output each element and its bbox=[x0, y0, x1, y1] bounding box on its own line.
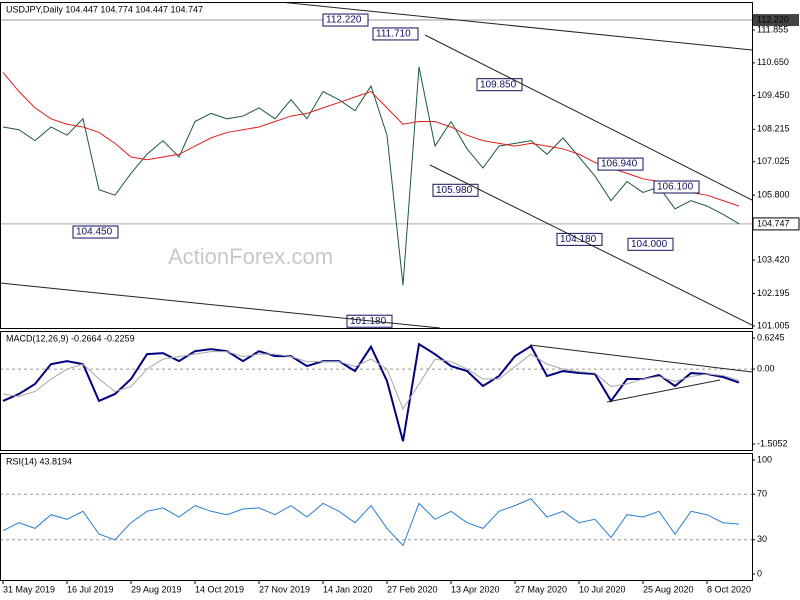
x-tick-label: 16 Jul 2019 bbox=[67, 584, 114, 594]
price-label: 105.980 bbox=[436, 185, 473, 196]
price-label: 104.000 bbox=[631, 239, 668, 250]
panel-frame bbox=[0, 453, 753, 581]
price-label-box bbox=[476, 78, 523, 92]
price-label-box bbox=[627, 237, 674, 251]
x-tick-label: 14 Jan 2020 bbox=[323, 584, 373, 594]
x-tick-label: 27 Feb 2020 bbox=[387, 584, 438, 594]
y-tick-label: 103.420 bbox=[757, 254, 790, 264]
price-label: 112.220 bbox=[326, 15, 362, 26]
plots: 111.855 110.650 109.450 108.215 107.025 105.8… bbox=[0, 13, 800, 594]
price-label: 104.180 bbox=[560, 234, 597, 245]
y-tick-label: 70 bbox=[757, 489, 767, 499]
panel-frame bbox=[0, 331, 753, 451]
panel bbox=[0, 493, 752, 547]
watermark: ActionForex.com bbox=[168, 244, 333, 269]
price-label: 101.180 bbox=[350, 316, 387, 327]
trend-line bbox=[279, 2, 752, 51]
level-box bbox=[753, 14, 799, 27]
trend-line bbox=[529, 344, 753, 373]
chart-title: USDJPY,Daily 104.447 104.774 104.447 104… bbox=[6, 4, 203, 14]
trend-lines bbox=[0, 2, 752, 328]
x-tick-label: 29 Aug 2019 bbox=[131, 584, 182, 594]
price-label-box bbox=[653, 180, 700, 194]
price-label-box bbox=[372, 27, 419, 41]
x-tick-label: 13 Apr 2020 bbox=[451, 584, 500, 594]
trend-line bbox=[424, 34, 752, 201]
y-tick-label: 105.800 bbox=[757, 190, 790, 200]
y-tick-label: 110.650 bbox=[757, 57, 789, 67]
x-tick-label: 31 May 2019 bbox=[3, 584, 55, 594]
series-line bbox=[2, 342, 740, 442]
x-tick-label: 25 Aug 2020 bbox=[643, 584, 694, 594]
price-label: 106.100 bbox=[657, 182, 694, 193]
x-tick-label: 27 Nov 2019 bbox=[259, 584, 310, 594]
series-line bbox=[2, 66, 740, 286]
price-label-box bbox=[322, 13, 369, 27]
y-tick-label: 108.215 bbox=[757, 124, 790, 134]
rsi-title: RSI(14) 43.8194 bbox=[6, 456, 72, 466]
y-tick-label: 0 bbox=[757, 568, 762, 578]
y-tick-label: 0.6245 bbox=[757, 332, 785, 342]
price-label: 104.450 bbox=[76, 227, 113, 238]
y-tick-label: 30 bbox=[757, 534, 767, 544]
x-tick-label: 10 Jul 2020 bbox=[579, 584, 626, 594]
x-tick-label: 14 Oct 2019 bbox=[195, 584, 244, 594]
y-tick-label: 111.855 bbox=[757, 24, 788, 34]
level-label: 112.220 bbox=[757, 14, 789, 24]
price-label: 106.940 bbox=[601, 159, 638, 170]
series-line bbox=[2, 351, 740, 410]
trend-line bbox=[606, 379, 721, 403]
y-tick-label: 102.195 bbox=[757, 288, 790, 298]
y-tick-label: 101.005 bbox=[757, 320, 790, 330]
x-tick-label: 27 May 2020 bbox=[515, 584, 567, 594]
y-tick-label: -1.5052 bbox=[757, 438, 788, 448]
macd-title: MACD(12,26,9) -0.2664 -0.2259 bbox=[6, 333, 135, 343]
last-price-label: 104.747 bbox=[757, 218, 790, 228]
x-tick-label: 8 Oct 2020 bbox=[707, 584, 751, 594]
trend-line bbox=[429, 164, 752, 326]
price-label: 111.710 bbox=[376, 29, 411, 40]
y-tick-label: 107.025 bbox=[757, 156, 790, 166]
price-label-box bbox=[597, 157, 644, 171]
price-label-box bbox=[72, 225, 119, 239]
y-tick-label: 100 bbox=[757, 454, 772, 464]
y-tick-label: 109.450 bbox=[757, 90, 790, 100]
trend-line bbox=[0, 282, 441, 328]
series-line bbox=[2, 498, 740, 547]
price-label: 109.850 bbox=[480, 79, 517, 90]
panel-frame bbox=[0, 2, 753, 329]
price-label-box bbox=[432, 183, 479, 197]
macd-trend-lines bbox=[529, 344, 753, 403]
panel bbox=[0, 342, 752, 442]
frames bbox=[0, 2, 753, 581]
y-tick-label: 0.00 bbox=[757, 363, 775, 373]
